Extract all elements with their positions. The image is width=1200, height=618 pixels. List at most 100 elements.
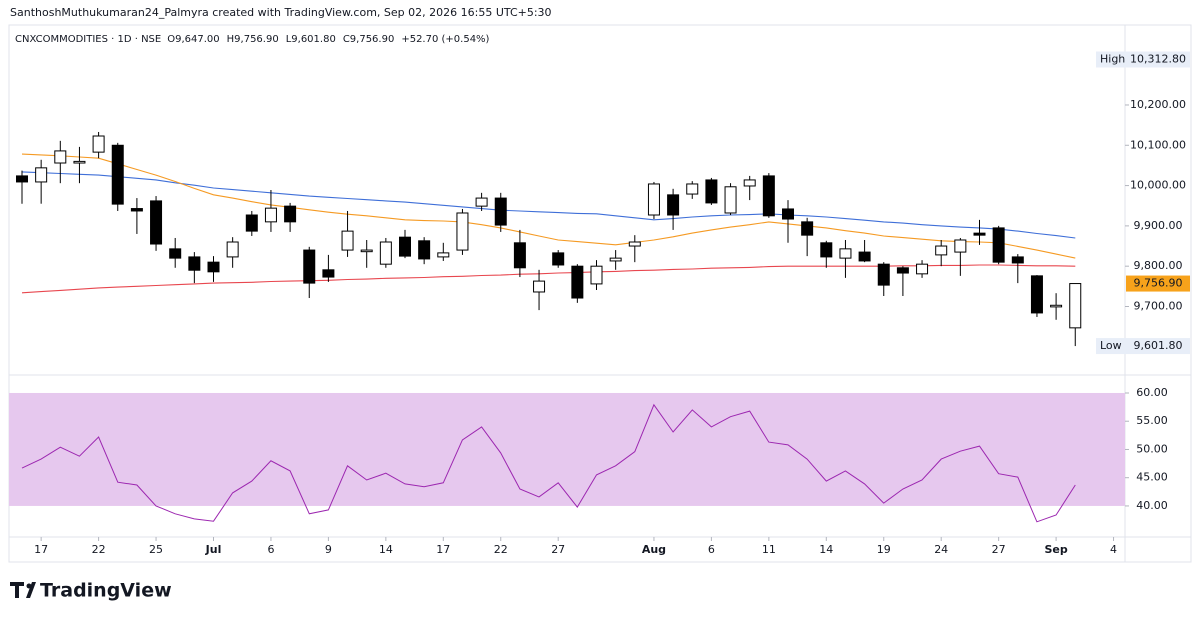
moving-average <box>21 264 1076 294</box>
price-marker-box <box>1096 51 1190 68</box>
candle-body <box>935 245 948 256</box>
candle-body <box>264 207 277 223</box>
candle-body <box>322 269 335 278</box>
candle-body <box>1011 256 1024 264</box>
rsi-tick-label: 50.00 <box>1136 442 1168 455</box>
x-tick-label: 4 <box>1110 543 1117 556</box>
candle-body <box>226 241 239 258</box>
x-tick-label: Jul <box>205 543 222 556</box>
candle-body <box>399 236 411 257</box>
candle-body <box>1050 304 1063 308</box>
legend-value: L9,601.80 <box>286 34 336 45</box>
candle-body <box>456 212 469 251</box>
x-tick-label: 17 <box>34 543 48 556</box>
y-tick-label: 10,200.00 <box>1130 98 1186 111</box>
moving-average <box>21 153 1076 259</box>
candle-body <box>1030 275 1043 314</box>
candle-body <box>667 194 680 216</box>
price-marker-label: High <box>1100 53 1125 66</box>
x-tick-label: 25 <box>149 543 163 556</box>
candle-body <box>303 249 316 284</box>
candle-body <box>73 160 86 164</box>
candle-body <box>782 208 794 220</box>
candle-body <box>1069 283 1082 329</box>
candle-body <box>992 227 1005 263</box>
price-marker-value: 10,312.80 <box>1130 53 1186 66</box>
price-marker-box <box>1096 338 1190 355</box>
candle-body <box>858 251 871 262</box>
candle-body <box>150 200 163 245</box>
rsi-band <box>9 392 1125 506</box>
x-tick-label: 6 <box>708 543 715 556</box>
candle-body <box>418 240 431 260</box>
candle-body <box>552 252 565 266</box>
x-tick-label: Sep <box>1044 543 1067 556</box>
candle-body <box>188 256 201 271</box>
brand-logo: TradingView <box>10 580 172 602</box>
x-tick-label: 27 <box>551 543 565 556</box>
candle-body <box>360 249 373 253</box>
credit: SanthoshMuthukumaran24_Palmyra created w… <box>10 6 552 19</box>
candle-body <box>169 248 182 259</box>
candle-body <box>130 208 143 212</box>
candle-body <box>35 167 48 183</box>
candle-body <box>341 230 354 251</box>
candle-body <box>494 197 507 226</box>
price-marker-label: Low <box>1100 339 1122 352</box>
candle-body <box>284 205 297 223</box>
legend-value: O9,647.00 <box>167 34 219 45</box>
brand: TradingView <box>40 580 172 602</box>
x-tick-label: 9 <box>325 543 332 556</box>
candle-body <box>571 265 584 299</box>
candle-body <box>628 241 641 247</box>
rsi-tick-label: 55.00 <box>1136 414 1168 427</box>
price-marker-value: 9,756.90 <box>1134 277 1183 290</box>
candle-body <box>16 175 28 183</box>
legend-value: +52.70 (+0.54%) <box>401 34 489 45</box>
candle-body <box>743 179 756 187</box>
candle-body <box>379 241 392 265</box>
candle-body <box>916 263 929 275</box>
candle-body <box>973 232 986 236</box>
x-tick-label: 17 <box>436 543 450 556</box>
price-marker-value: 9,601.80 <box>1134 339 1183 352</box>
candle-body <box>207 261 220 273</box>
candle-body <box>762 175 775 217</box>
logo-dot <box>26 583 32 589</box>
legend-value: H9,756.90 <box>227 34 279 45</box>
candle-body <box>686 183 699 195</box>
candle-body <box>609 257 622 262</box>
candle-body <box>877 263 890 286</box>
candle-body <box>705 179 718 204</box>
frame <box>8 24 1192 563</box>
moving-average <box>21 171 1076 239</box>
x-tick-label: 22 <box>92 543 106 556</box>
candle-body <box>54 150 67 164</box>
candle-body <box>437 252 450 258</box>
x-tick-label: 19 <box>877 543 891 556</box>
y-tick-label: 10,100.00 <box>1130 138 1186 151</box>
x-tick-label: 14 <box>819 543 833 556</box>
symbol: CNXCOMMODITIES · 1D · NSE <box>15 34 161 45</box>
rsi-tick-label: 60.00 <box>1136 386 1168 399</box>
candle-body <box>801 221 814 236</box>
y-tick-label: 9,900.00 <box>1134 219 1183 232</box>
x-tick-label: 27 <box>992 543 1006 556</box>
logo-icon <box>10 582 36 598</box>
candle-body <box>111 144 124 205</box>
x-tick-label: 11 <box>762 543 776 556</box>
candle-body <box>475 197 488 207</box>
y-tick-label: 10,000.00 <box>1130 179 1186 192</box>
candle-body <box>820 242 833 258</box>
y-tick-label: 9,700.00 <box>1134 299 1183 312</box>
x-tick-label: 14 <box>379 543 393 556</box>
rsi-tick-label: 40.00 <box>1136 499 1168 512</box>
candle-body <box>92 135 105 153</box>
candle-body <box>724 186 737 214</box>
candle-body <box>839 248 852 259</box>
candle-body <box>590 265 603 285</box>
candle-body <box>533 280 546 293</box>
